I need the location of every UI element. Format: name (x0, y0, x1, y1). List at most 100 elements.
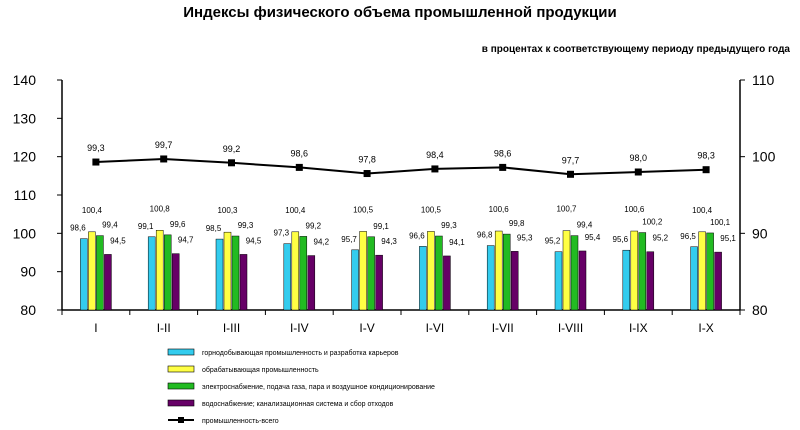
line-data-label: 98,6 (291, 148, 309, 158)
bar (80, 238, 88, 311)
line-data-label: 99,7 (155, 140, 173, 150)
legend-label: промышленность-всего (202, 418, 279, 425)
line-point (567, 170, 574, 178)
bar-data-label: 99,4 (102, 221, 118, 230)
bar-data-label: 100,5 (353, 205, 374, 214)
bar-data-label: 99,2 (306, 221, 322, 230)
line-point (499, 163, 507, 171)
legend-swatch (167, 365, 195, 373)
bar-data-label: 99,1 (373, 222, 389, 231)
bar (443, 255, 451, 311)
bar-data-label: 98,5 (206, 224, 222, 233)
bar-data-label: 94,7 (178, 236, 194, 245)
bar (638, 232, 647, 311)
left-axis-tick-label: 80 (20, 302, 36, 318)
bar-data-label: 94,1 (449, 238, 465, 247)
bar-data-label: 96,8 (477, 231, 493, 240)
bar (510, 251, 519, 311)
left-axis-tick-label: 100 (13, 225, 37, 241)
bar-data-label: 99,3 (238, 221, 254, 230)
bar-data-label: 94,5 (246, 236, 262, 245)
x-axis-tick-label: I-II (157, 321, 171, 335)
bar (239, 254, 248, 311)
bar (291, 231, 300, 311)
legend-label: водоснабжение; канализационная система и… (202, 400, 394, 408)
x-axis-tick-label: I-X (698, 321, 713, 335)
left-axis-tick-label: 120 (13, 149, 37, 165)
bar-data-label: 99,1 (138, 222, 154, 231)
bar (375, 254, 383, 311)
bar-data-label: 98,6 (70, 224, 86, 233)
line-point (634, 168, 642, 176)
legend-swatch (167, 399, 195, 407)
bar (88, 231, 96, 311)
bar (706, 232, 714, 311)
bar-data-label: 99,8 (509, 219, 525, 228)
bar (223, 231, 232, 311)
bar-data-label: 94,3 (381, 237, 397, 246)
bar-data-label: 100,4 (285, 206, 306, 215)
bar (359, 231, 367, 311)
bar (502, 233, 511, 311)
x-axis-tick-label: I-IX (629, 321, 648, 335)
left-axis-tick-label: 110 (14, 187, 37, 203)
bar (147, 236, 156, 311)
bar-data-label: 99,3 (441, 221, 457, 230)
x-axis-tick-label: I (94, 321, 97, 335)
right-axis-tick-label: 100 (752, 149, 776, 165)
x-axis-tick-label: I-V (359, 321, 374, 335)
x-axis-tick-label: I-VII (492, 321, 514, 335)
bar-data-label: 100,4 (82, 206, 103, 215)
chart-subtitle: в процентах к соответствующему периоду п… (481, 44, 790, 55)
x-axis-tick-label: I-VI (426, 321, 445, 335)
line-data-label: 98,0 (630, 153, 648, 163)
line-total-industry (95, 157, 707, 176)
bar-data-label: 94,5 (110, 236, 126, 245)
left-axis-tick-label: 140 (13, 72, 37, 88)
bar (419, 246, 427, 311)
line-point (228, 159, 235, 167)
bar (646, 251, 655, 311)
bar-data-label: 95,7 (341, 235, 357, 244)
bar-data-label: 100,7 (556, 205, 577, 214)
right-axis-tick-label: 110 (752, 72, 775, 88)
bar-data-label: 95,1 (720, 234, 736, 243)
bar-data-label: 100,8 (150, 204, 171, 213)
line-data-label: 97,8 (358, 155, 376, 165)
legend-line-marker (178, 417, 184, 423)
right-axis-tick-label: 90 (752, 225, 768, 241)
bar (622, 249, 631, 311)
legend-label: электроснабжение, подача газа, пара и во… (202, 383, 435, 391)
bar (690, 246, 698, 311)
bar (163, 234, 172, 311)
bar-data-label: 94,2 (314, 238, 330, 247)
bar (698, 231, 706, 311)
bar (104, 254, 112, 311)
chart-title: Индексы физического объема промышленной … (183, 4, 617, 21)
bar-data-label: 95,4 (585, 233, 601, 242)
bar-data-label: 95,2 (653, 234, 669, 243)
bar (714, 251, 722, 311)
bar-data-label: 97,3 (274, 229, 290, 238)
legend-label: обрабатывающая промышленность (202, 366, 319, 374)
left-axis-tick-label: 130 (13, 110, 37, 126)
legend-label: горнодобывающая промышленность и разрабо… (202, 349, 399, 357)
bar-data-label: 100,1 (710, 218, 731, 227)
bar (283, 243, 292, 311)
bar-data-label: 100,2 (642, 218, 663, 227)
legend-swatch (167, 348, 195, 356)
bar-data-label: 100,5 (421, 205, 442, 214)
line-point (160, 155, 168, 163)
bar-data-label: 95,6 (613, 235, 629, 244)
line-data-label: 98,6 (494, 148, 512, 158)
x-axis-tick-label: I-VIII (558, 321, 583, 335)
bar (231, 235, 240, 311)
bar (630, 230, 639, 311)
line-point (363, 170, 371, 178)
bar (486, 245, 495, 311)
bar (215, 238, 224, 311)
bar (367, 236, 375, 311)
line-point (702, 166, 710, 174)
bar-data-label: 95,3 (517, 233, 533, 242)
